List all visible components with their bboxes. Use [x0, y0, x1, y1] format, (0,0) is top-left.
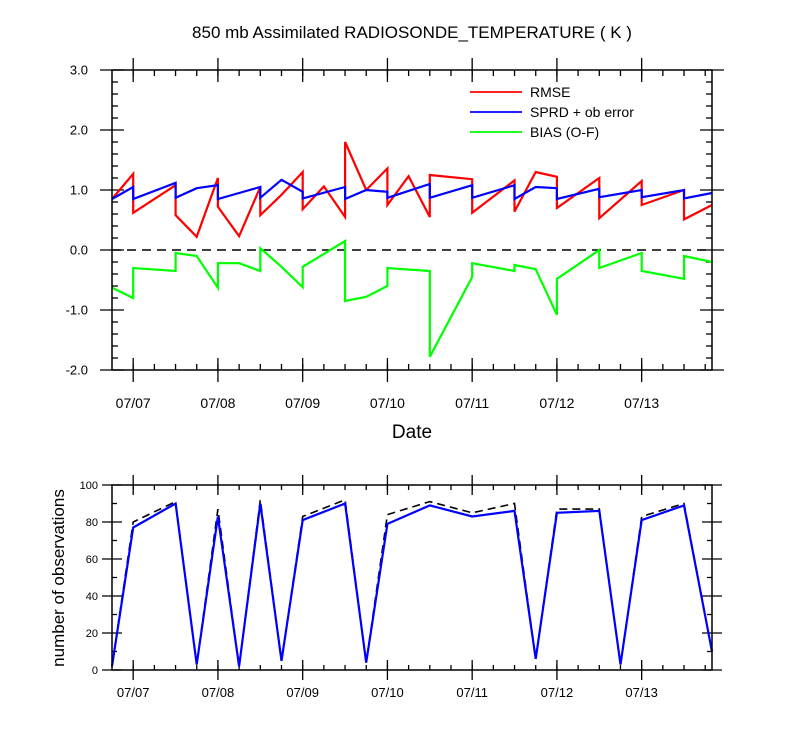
chart-title: 850 mb Assimilated RADIOSONDE_TEMPERATUR… — [192, 23, 632, 42]
panel1-y-tick-label: 40 — [86, 591, 98, 603]
panel0-series-sprd-ob-error — [111, 178, 713, 201]
panel0-x-tick-label: 07/08 — [200, 395, 235, 411]
panel1-x-tick-label: 07/13 — [625, 685, 658, 700]
panel0-x-tick-label: 07/07 — [116, 395, 151, 411]
panel1-x-tick-label: 07/11 — [456, 685, 488, 700]
panel1-y-tick-label: 60 — [86, 554, 98, 566]
panel0-y-tick-label: 2.0 — [70, 123, 88, 138]
panel0-x-tick-label: 07/12 — [539, 395, 574, 411]
panel0-frame — [111, 69, 713, 371]
panel0-series-bias-o-f — [111, 239, 713, 358]
panel0-y-tick-label: -2.0 — [66, 363, 88, 378]
panel1-y-tick-label: 20 — [86, 628, 98, 640]
panel0-x-tick-label: 07/09 — [285, 395, 320, 411]
panel0-y-tick-label: 1.0 — [70, 183, 88, 198]
panel1-x-tick-label: 07/10 — [371, 685, 404, 700]
panel0-legend-label-sprd-ob-error: SPRD + ob error — [530, 104, 634, 120]
panel1-y-tick-label: 100 — [80, 480, 98, 492]
panel1-series-assimilated — [110, 501, 714, 667]
panel1-x-tick-label: 07/08 — [202, 685, 235, 700]
panel0-legend-label-rmse: RMSE — [530, 84, 570, 100]
panel0-x-tick-label: 07/11 — [455, 395, 489, 411]
panel0-x-tick-label: 07/10 — [370, 395, 405, 411]
panel1-x-tick-label: 07/12 — [541, 685, 574, 700]
panel0-series-rmse — [111, 141, 713, 239]
panel0-legend-label-bias-o-f: BIAS (O-F) — [530, 124, 599, 140]
y-axis-label-observations: number of observations — [49, 489, 68, 667]
panel0-y-tick-label: 3.0 — [70, 63, 88, 78]
panel1-series-possible — [111, 498, 713, 667]
panel1-y-tick-label: 0 — [92, 665, 98, 677]
x-axis-label-date: Date — [392, 422, 432, 443]
panel0-x-tick-label: 07/13 — [624, 395, 659, 411]
panel1-x-tick-label: 07/09 — [286, 685, 319, 700]
panel1-frame — [111, 484, 713, 671]
panel0-y-tick-label: 0.0 — [70, 243, 88, 258]
panel0-y-tick-label: -1.0 — [66, 303, 88, 318]
panel1-y-tick-label: 80 — [86, 517, 98, 529]
panel1-x-tick-label: 07/07 — [117, 685, 150, 700]
